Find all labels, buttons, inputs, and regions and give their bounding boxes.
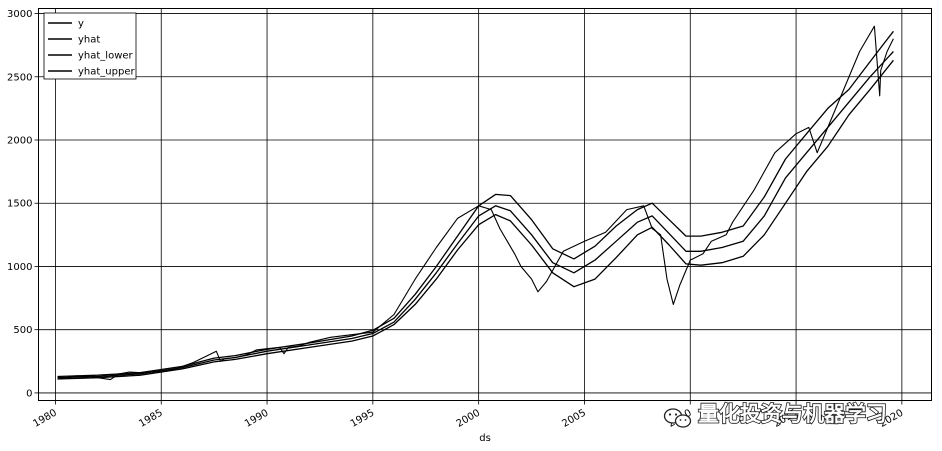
legend: y yhat yhat_lower yhat_upper [43, 12, 137, 80]
y-tick-label: 1500 [7, 199, 32, 210]
plot-frame [38, 8, 932, 401]
gridlines [38, 8, 932, 401]
wechat-icon [663, 408, 692, 428]
y-tick-label: 3000 [7, 9, 32, 20]
y-tick-label: 500 [13, 325, 32, 336]
legend-entry: yhat_upper [78, 67, 135, 78]
series-line-yhat-upper [57, 30, 894, 378]
legend-entry: yhat_lower [78, 51, 134, 62]
x-axis-label: ds [479, 433, 491, 444]
series-line-yhat-lower [57, 59, 894, 380]
series-lines [57, 25, 894, 381]
watermark: 量化投资与机器学习 [663, 401, 888, 428]
legend-box [43, 12, 137, 80]
legend-entry: y [78, 19, 84, 30]
watermark-text: 量化投资与机器学习 [698, 402, 887, 426]
y-tick-label: 2000 [7, 136, 32, 147]
y-tick-label: 0 [26, 388, 32, 399]
y-tick-label: 1000 [7, 262, 32, 273]
axis-ticks: 1980198519901995200020052010201520200500… [7, 9, 905, 430]
y-tick-label: 2500 [7, 72, 32, 83]
legend-entry: yhat [78, 35, 100, 46]
series-line-yhat [57, 51, 894, 379]
